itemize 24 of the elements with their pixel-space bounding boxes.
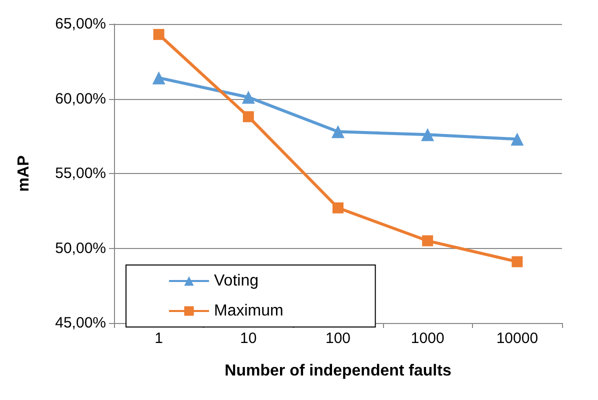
- legend-label: Voting: [214, 272, 258, 290]
- x-tick-label: 1: [154, 330, 163, 347]
- point: [242, 90, 255, 104]
- point: [152, 71, 166, 84]
- y-tick-label: 65,00%: [55, 16, 106, 32]
- point: [512, 256, 523, 268]
- x-tick-label: 100: [325, 330, 351, 347]
- x-tick-label: 1000: [410, 330, 444, 347]
- x-tick-label: 10: [240, 330, 257, 347]
- point: [332, 125, 344, 138]
- point: [242, 111, 254, 122]
- y-axis-title: mAP: [16, 154, 32, 192]
- point: [510, 132, 524, 146]
- y-tick-label: 55,00%: [55, 165, 106, 182]
- point: [332, 202, 344, 214]
- x-axis-title: Number of independent faults: [224, 362, 452, 380]
- y-tick-label: 60,00%: [55, 90, 106, 108]
- x-tick-label: 10000: [496, 330, 538, 347]
- point: [422, 235, 434, 246]
- y-tick-label: 50,00%: [55, 240, 106, 257]
- y-tick-label: 45,00%: [55, 314, 106, 332]
- legend-label: Maximum: [214, 302, 284, 320]
- point: [421, 128, 434, 142]
- point: [153, 28, 164, 40]
